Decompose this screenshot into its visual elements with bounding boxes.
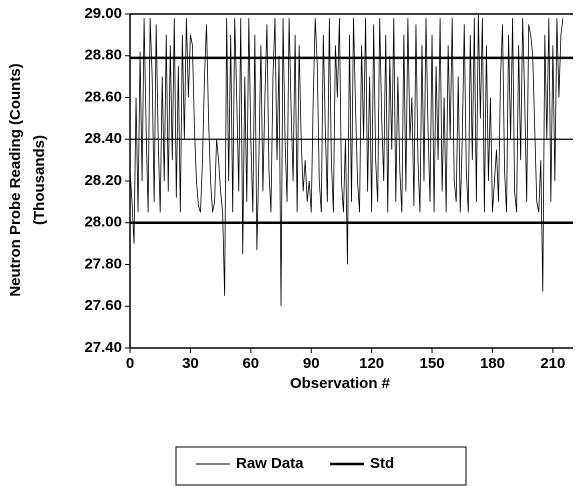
x-tick-label: 150 (420, 355, 445, 372)
x-tick-label: 60 (242, 355, 259, 372)
y-tick-label: 28.80 (84, 47, 122, 64)
y-axis-subtitle: (Thousands) (31, 135, 48, 225)
legend-label: Raw Data (236, 455, 304, 472)
x-tick-label: 120 (359, 355, 384, 372)
y-tick-label: 27.60 (84, 297, 122, 314)
x-axis-title: Observation # (290, 375, 391, 392)
y-tick-label: 28.40 (84, 130, 122, 147)
y-tick-label: 29.00 (84, 5, 122, 22)
x-tick-label: 180 (480, 355, 505, 372)
y-tick-label: 27.80 (84, 255, 122, 272)
legend-label: Std (370, 455, 394, 472)
x-tick-label: 210 (540, 355, 565, 372)
y-tick-label: 27.40 (84, 339, 122, 356)
y-tick-label: 28.60 (84, 88, 122, 105)
y-tick-label: 28.20 (84, 172, 122, 189)
x-tick-label: 90 (303, 355, 320, 372)
x-tick-label: 0 (126, 355, 134, 372)
x-tick-label: 30 (182, 355, 199, 372)
y-axis-title: Neutron Probe Reading (Counts) (7, 63, 24, 296)
legend-box (175, 446, 467, 486)
raw-data-line (129, 13, 564, 307)
y-tick-label: 28.00 (84, 214, 122, 231)
